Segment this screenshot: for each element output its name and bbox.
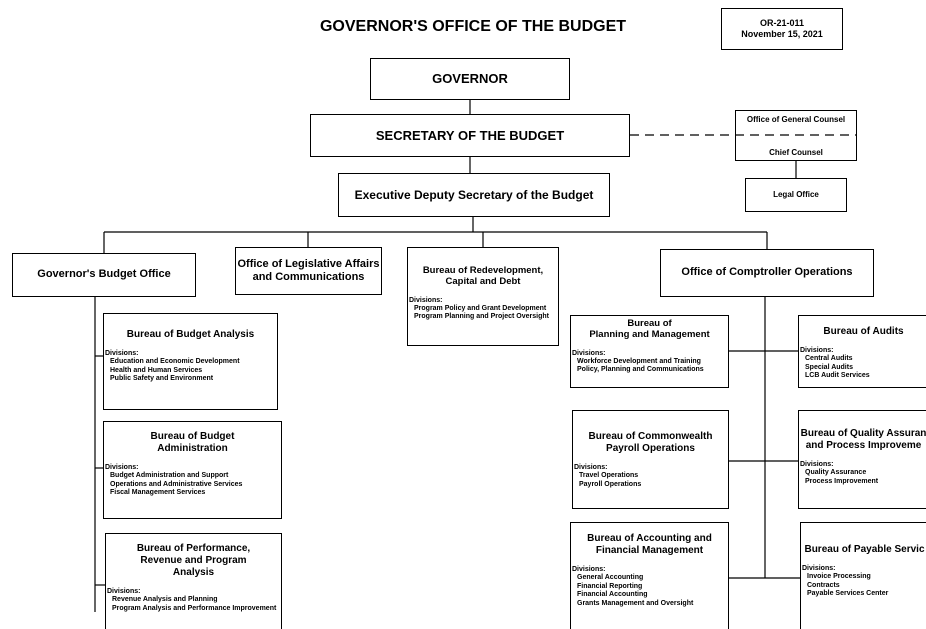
division-item: Special Audits <box>805 363 853 371</box>
org-box: Bureau of Payable Servic Divisions: Invoic… <box>800 522 926 629</box>
box-title: Bureau of Redevelopment, <box>422 265 544 276</box>
org-box: Office of Comptroller Operations <box>660 249 874 297</box>
division-item: Workforce Development and Training <box>577 357 701 365</box>
division-item: Budget Administration and Support <box>110 472 229 479</box>
org-box: Bureau of Redevelopment, Capital and Debt… <box>407 247 559 346</box>
box-title: SECRETARY OF THE BUDGET <box>375 127 565 143</box>
division-item: Education and Economic Development <box>110 358 240 365</box>
box-title: Payroll Operations <box>606 443 695 454</box>
division-item: Program Planning and Project Oversight <box>414 313 549 321</box>
box-title: Analysis <box>172 567 215 578</box>
division-item: General Accounting <box>577 574 644 581</box>
divisions-label: Divisions: <box>800 347 834 354</box>
box-title: Bureau of Commonwealth <box>588 431 713 442</box>
division-item: Financial Reporting <box>577 582 643 590</box>
divisions-label: Divisions: <box>105 350 139 357</box>
divisions-label: Divisions: <box>800 461 834 468</box>
division-item: Fiscal Management Services <box>110 489 206 496</box>
document-date: November 15, 2021 <box>741 29 823 39</box>
divisions-label: Divisions: <box>802 565 836 572</box>
box-title: Revenue and Program <box>140 555 247 566</box>
box-title: and Process Improveme <box>805 440 922 451</box>
division-item: Travel Operations <box>579 472 639 479</box>
division-item: LCB Audit Services <box>805 372 870 379</box>
org-box: Executive Deputy Secretary of the Budget <box>338 173 610 217</box>
general-counsel-box: Office of General Counsel Chief Counsel <box>735 110 857 161</box>
box-title: Bureau of Audits <box>823 326 904 337</box>
divisions-label: Divisions: <box>572 349 606 357</box>
document-code: OR-21-011 <box>759 18 805 28</box>
box-title: GOVERNOR <box>432 71 508 87</box>
page-title: GOVERNOR'S OFFICE OF THE BUDGET <box>319 18 627 35</box>
division-item: Payable Services Center <box>807 590 889 597</box>
division-item: Quality Assurance <box>805 469 867 476</box>
org-box: Bureau of Accounting and Financial Manage… <box>570 522 729 629</box>
box-title: Bureau of Accounting and <box>587 533 712 544</box>
division-item: Operations and Administrative Services <box>110 480 243 488</box>
document-box: OR-21-011 November 15, 2021 <box>721 8 843 50</box>
org-box: Bureau of Audits Divisions: Central Audits… <box>798 315 926 388</box>
org-box: Bureau of Budget Analysis Divisions: Educa… <box>103 313 278 410</box>
box-title: Financial Management <box>595 545 704 556</box>
org-box: Bureau of Quality Assuran and Process Imp… <box>798 410 926 509</box>
org-box: Legal Office <box>745 178 847 212</box>
box-title: Executive Deputy Secretary of the Budget <box>354 187 594 202</box>
org-box: Bureau of Commonwealth Payroll Operations… <box>572 410 729 509</box>
box-title: Office of Comptroller Operations <box>681 266 853 279</box>
org-box: Bureau of Performance, Revenue and Progra… <box>105 533 282 629</box>
division-item: Program Policy and Grant Development <box>414 304 547 312</box>
division-item: Grants Management and Oversight <box>577 599 694 607</box>
org-box: Bureau of Budget Administration Divisions:… <box>103 421 282 519</box>
box-title: Bureau of Budget <box>150 431 235 442</box>
division-item: Financial Accounting <box>577 591 648 598</box>
divisions-label: Divisions: <box>572 566 606 573</box>
box-title: Administration <box>157 443 228 454</box>
general-counsel-title: Office of General Counsel <box>746 115 846 124</box>
division-item: Program Analysis and Performance Improve… <box>112 604 277 612</box>
division-item: Payroll Operations <box>579 480 642 488</box>
division-item: Policy, Planning and Communications <box>577 366 704 374</box>
org-box: GOVERNOR <box>370 58 570 100</box>
box-title: Governor's Budget Office <box>37 268 171 281</box>
org-box: SECRETARY OF THE BUDGET <box>310 114 630 157</box>
box-title: Legal Office <box>773 190 819 200</box>
division-item: Public Safety and Environment <box>110 375 214 382</box>
division-item: Invoice Processing <box>807 573 871 580</box>
box-title: and Communications <box>252 271 365 283</box>
divisions-label: Divisions: <box>105 464 139 471</box>
box-title: Bureau of Payable Servic <box>804 544 925 555</box>
org-box: Governor's Budget Office <box>12 253 196 297</box>
general-counsel-subtitle: Chief Counsel <box>769 148 823 157</box>
divisions-label: Divisions: <box>107 588 141 595</box>
box-title: Bureau of <box>627 318 672 329</box>
org-box: Bureau of Planning and Management Division… <box>570 315 729 388</box>
box-title: Bureau of Quality Assuran <box>800 428 926 439</box>
box-title: Planning and Management <box>589 329 710 341</box>
division-item: Health and Human Services <box>110 366 203 374</box>
box-title: Bureau of Performance, <box>136 543 251 554</box>
org-box: Office of Legislative Affairs and Communi… <box>235 247 382 295</box>
box-title: Office of Legislative Affairs <box>237 257 380 270</box>
box-title: Capital and Debt <box>445 276 521 288</box>
division-item: Central Audits <box>805 355 853 362</box>
divisions-label: Divisions: <box>409 296 443 304</box>
box-title: Bureau of Budget Analysis <box>126 329 255 340</box>
division-item: Process Improvement <box>805 477 879 485</box>
division-item: Contracts <box>807 581 840 589</box>
divisions-label: Divisions: <box>574 464 608 471</box>
division-item: Revenue Analysis and Planning <box>112 596 218 603</box>
